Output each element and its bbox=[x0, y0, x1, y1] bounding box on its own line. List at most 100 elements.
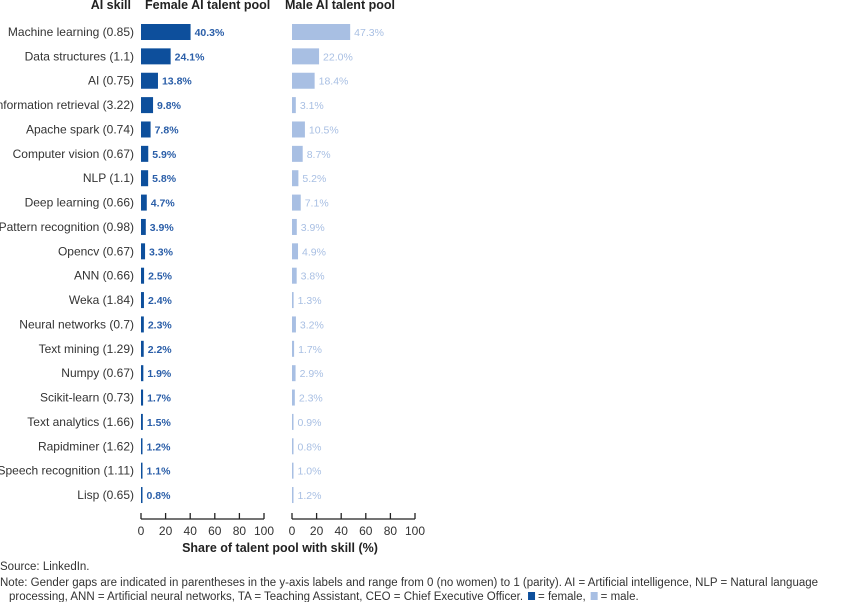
bar-row: Apache spark (0.74) 7.8% 10.5% bbox=[26, 121, 339, 138]
male-value-label: 47.3% bbox=[354, 27, 384, 39]
x-tick-label: 100 bbox=[254, 524, 274, 538]
category-label: Opencv (0.67) bbox=[58, 244, 134, 258]
bar-row: Text mining (1.29) 2.2% 1.7% bbox=[39, 340, 322, 357]
male-bar bbox=[292, 413, 294, 430]
male-bar bbox=[292, 340, 295, 357]
x-tick-label: 80 bbox=[233, 524, 247, 538]
bar-row: Computer vision (0.67) 5.9% 8.7% bbox=[13, 145, 331, 162]
male-bar bbox=[292, 267, 297, 284]
category-label: Rapidminer (1.62) bbox=[38, 439, 134, 453]
female-bar bbox=[141, 170, 149, 187]
category-label: Scikit-learn (0.73) bbox=[40, 391, 134, 405]
bar-row: AI (0.75) 13.8% 18.4% bbox=[88, 72, 349, 89]
male-bar bbox=[292, 97, 296, 114]
category-label: Deep learning (0.66) bbox=[25, 196, 134, 210]
legend-female-swatch bbox=[528, 592, 536, 600]
female-value-label: 1.9% bbox=[147, 368, 172, 380]
male-bar bbox=[292, 48, 320, 65]
note-line-2-text: processing, ANN = Artificial neural netw… bbox=[9, 591, 523, 602]
bar-row: Numpy (0.67) 1.9% 2.9% bbox=[61, 365, 324, 382]
category-label: AI (0.75) bbox=[88, 74, 134, 88]
category-label: Information retrieval (3.22) bbox=[0, 98, 134, 112]
male-value-label: 0.8% bbox=[298, 441, 322, 453]
female-value-label: 3.9% bbox=[150, 222, 175, 234]
male-bar bbox=[292, 121, 305, 138]
female-bar bbox=[141, 243, 146, 260]
bar-row: Text analytics (1.66) 1.5% 0.9% bbox=[27, 413, 321, 430]
male-value-label: 1.0% bbox=[298, 466, 322, 478]
female-bar bbox=[141, 194, 147, 211]
male-value-label: 18.4% bbox=[319, 76, 349, 88]
female-bar bbox=[141, 218, 146, 235]
female-value-label: 4.7% bbox=[151, 198, 176, 210]
x-tick-label: 60 bbox=[208, 524, 222, 538]
legend-female-label: = female, bbox=[538, 591, 586, 602]
legend-male-label: = male. bbox=[601, 591, 639, 602]
bar-row: Machine learning (0.85) 40.3% 47.3% bbox=[8, 24, 384, 40]
x-axis-title: Share of talent pool with skill (%) bbox=[182, 541, 378, 555]
x-tick-label: 80 bbox=[384, 524, 398, 538]
male-header: Male AI talent pool bbox=[285, 0, 395, 12]
category-label: Text mining (1.29) bbox=[39, 342, 134, 356]
male-bar bbox=[292, 487, 294, 504]
bar-row: Scikit-learn (0.73) 1.7% 2.3% bbox=[40, 389, 323, 406]
male-bar bbox=[292, 145, 303, 162]
male-value-label: 10.5% bbox=[309, 124, 339, 136]
note-line-2: processing, ANN = Artificial neural netw… bbox=[9, 591, 523, 602]
female-value-label: 1.7% bbox=[147, 393, 172, 405]
female-value-label: 13.8% bbox=[162, 76, 192, 88]
female-bar bbox=[141, 462, 143, 479]
female-bar bbox=[141, 340, 144, 357]
category-label: Text analytics (1.66) bbox=[27, 415, 134, 429]
female-bar bbox=[141, 365, 144, 382]
category-label: Pattern recognition (0.98) bbox=[0, 220, 134, 234]
bar-row: Weka (1.84) 2.4% 1.3% bbox=[69, 292, 322, 309]
category-label: Lisp (0.65) bbox=[77, 488, 134, 502]
female-value-label: 9.8% bbox=[157, 100, 182, 112]
female-value-label: 40.3% bbox=[195, 27, 225, 39]
x-tick-label: 20 bbox=[159, 524, 173, 538]
legend-male-swatch bbox=[590, 592, 598, 600]
bar-row: Data structures (1.1) 24.1% 22.0% bbox=[25, 48, 353, 65]
female-bar bbox=[141, 48, 171, 65]
female-value-label: 5.8% bbox=[152, 173, 177, 185]
female-value-label: 2.3% bbox=[148, 319, 173, 331]
female-bar bbox=[141, 24, 191, 40]
male-bar bbox=[292, 316, 296, 333]
female-value-label: 24.1% bbox=[175, 51, 205, 63]
x-tick-label: 0 bbox=[138, 524, 145, 538]
male-value-label: 8.7% bbox=[307, 149, 331, 161]
x-tick-label: 20 bbox=[310, 524, 324, 538]
source-text: Source: LinkedIn. bbox=[0, 561, 90, 573]
male-value-label: 1.3% bbox=[298, 295, 322, 307]
male-bar bbox=[292, 438, 294, 455]
category-header: AI skill bbox=[91, 0, 131, 12]
bar-row: Neural networks (0.7) 2.3% 3.2% bbox=[19, 316, 324, 333]
male-bar bbox=[292, 194, 301, 211]
note-line-1: Note: Gender gaps are indicated in paren… bbox=[0, 577, 818, 589]
female-bar bbox=[141, 267, 145, 284]
male-value-label: 2.3% bbox=[299, 393, 323, 405]
x-tick-label: 0 bbox=[289, 524, 296, 538]
male-value-label: 2.9% bbox=[300, 368, 324, 380]
category-label: NLP (1.1) bbox=[83, 171, 134, 185]
x-tick-label: 60 bbox=[359, 524, 373, 538]
male-bar bbox=[292, 365, 296, 382]
male-value-label: 1.2% bbox=[298, 490, 322, 502]
female-bar bbox=[141, 292, 144, 309]
bar-row: Lisp (0.65) 0.8% 1.2% bbox=[77, 487, 322, 504]
male-bar bbox=[292, 243, 299, 260]
male-value-label: 3.1% bbox=[300, 100, 324, 112]
male-bar bbox=[292, 72, 315, 89]
category-label: Weka (1.84) bbox=[69, 293, 134, 307]
female-header: Female AI talent pool bbox=[145, 0, 270, 12]
category-label: Machine learning (0.85) bbox=[8, 25, 134, 39]
category-label: Speech recognition (1.11) bbox=[0, 464, 134, 478]
bar-row: Deep learning (0.66) 4.7% 7.1% bbox=[25, 194, 329, 211]
male-bar bbox=[292, 170, 299, 187]
female-bar bbox=[141, 316, 144, 333]
male-value-label: 5.2% bbox=[302, 173, 326, 185]
female-value-label: 2.2% bbox=[148, 344, 173, 356]
female-bar bbox=[141, 438, 143, 455]
